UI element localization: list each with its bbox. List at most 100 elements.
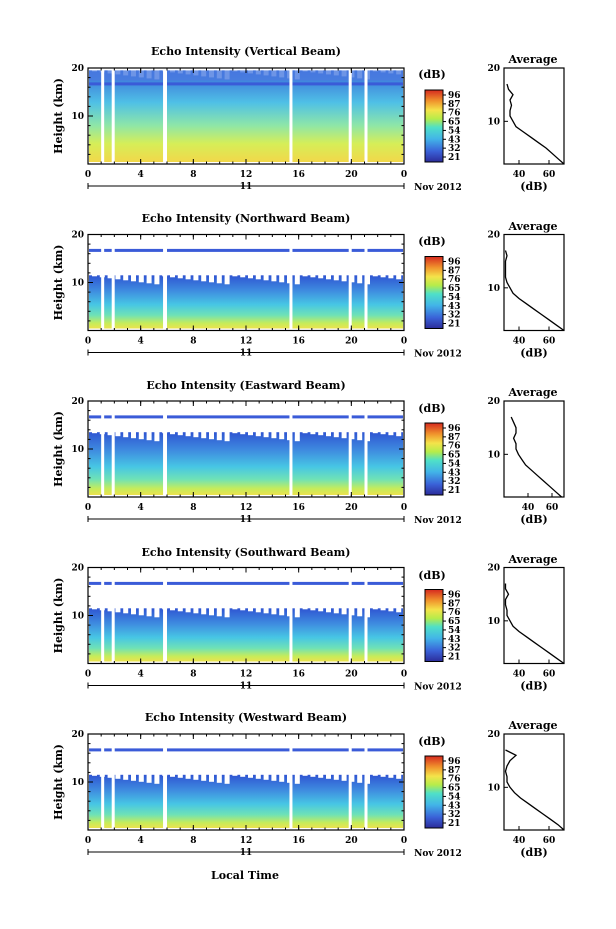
echo-top-edge xyxy=(271,607,277,615)
avg-x-label: (dB) xyxy=(520,180,547,193)
echo-top-edge xyxy=(349,431,355,440)
echo-top-edge xyxy=(333,274,339,281)
echo-top-edge xyxy=(380,607,386,611)
echo-top-edge xyxy=(177,607,183,612)
colorbar-tick-label: 21 xyxy=(448,819,461,829)
echo-top-edge xyxy=(209,431,214,440)
colorbar-unit: (dB) xyxy=(418,235,445,248)
data-gap xyxy=(111,734,115,830)
colorbar-tick-label: 65 xyxy=(448,451,461,461)
echo-top-edge xyxy=(357,773,363,783)
avg-y-tick-label: 20 xyxy=(487,397,500,407)
echo-top-edge xyxy=(271,773,277,781)
avg-x-label: (dB) xyxy=(520,846,547,859)
x-tick-label: 8 xyxy=(190,670,196,680)
echo-top-edge xyxy=(224,607,230,618)
echo-top-edge xyxy=(333,431,339,438)
data-gap xyxy=(163,567,167,664)
data-gap xyxy=(101,734,105,830)
echo-top-edge xyxy=(107,607,113,612)
y-tick-label: 20 xyxy=(71,231,84,241)
echo-top-edge xyxy=(123,773,129,780)
y-tick-label: 20 xyxy=(71,564,84,574)
colorbar-tick-label: 96 xyxy=(448,91,461,101)
echo-top-edge xyxy=(357,431,363,441)
echo-top-edge xyxy=(138,607,144,616)
y-tick-label: 10 xyxy=(71,279,84,289)
x-tick-label: 20 xyxy=(345,337,358,347)
panel-title: Echo Intensity (Westward Beam) xyxy=(145,711,347,724)
data-gap xyxy=(364,234,368,331)
day-label: 11 xyxy=(240,349,253,359)
echo-top-edge xyxy=(349,773,355,782)
beam-panel: 10 20 Height (km) 0 4 8 12 16 20 0 11 Nov 2012 96877… xyxy=(52,397,565,526)
y-tick-label: 20 xyxy=(71,64,84,74)
avg-x-tick-label: 60 xyxy=(543,170,556,180)
echo-top-edge xyxy=(279,274,285,283)
colorbar-tick-label: 76 xyxy=(448,275,461,285)
echo-top-edge xyxy=(279,773,285,782)
day-label: 11 xyxy=(240,682,253,692)
echo-top-edge xyxy=(232,773,238,776)
echo-top-edge xyxy=(240,607,246,611)
avg-x-tick-label: 40 xyxy=(513,170,526,180)
colorbar-tick-label: 43 xyxy=(448,302,461,312)
echo-top-edge xyxy=(146,773,152,783)
echo-top-edge xyxy=(310,431,316,435)
avg-x-tick-label: 60 xyxy=(543,337,556,347)
colorbar-tick-label: 96 xyxy=(448,424,461,434)
colorbar-tick-label: 43 xyxy=(448,801,461,811)
date-label: Nov 2012 xyxy=(414,350,462,360)
data-gap xyxy=(289,401,293,497)
data-gap xyxy=(163,734,167,830)
echo-top-edge xyxy=(138,274,144,283)
echo-top-edge xyxy=(341,431,347,439)
data-gap xyxy=(163,234,167,331)
x-tick-label: 4 xyxy=(138,670,144,680)
x-tick-label: 8 xyxy=(190,836,196,846)
echo-top-edge xyxy=(209,773,214,782)
echo-top-edge xyxy=(248,431,253,436)
panel-title: Echo Intensity (Northward Beam) xyxy=(142,212,351,225)
avg-title: Average xyxy=(507,386,557,399)
average-profile-line xyxy=(510,416,563,498)
echo-top-edge xyxy=(302,773,308,776)
colorbar xyxy=(424,755,444,829)
echo-top-edge xyxy=(131,607,136,615)
echo-top-edge xyxy=(232,607,238,610)
echo-top-edge xyxy=(279,431,285,440)
avg-y-tick-label: 10 xyxy=(487,284,500,294)
echo-top-edge xyxy=(302,431,308,434)
colorbar-tick-label: 32 xyxy=(448,311,461,321)
echo-top-edge xyxy=(107,773,113,778)
data-gap xyxy=(364,401,368,497)
echo-top-edge xyxy=(240,431,246,435)
echo-top-edge xyxy=(193,274,199,281)
echo-top-edge xyxy=(255,773,261,779)
average-frame xyxy=(503,733,565,831)
avg-title: Average xyxy=(507,719,557,732)
colorbar-unit: (dB) xyxy=(418,402,445,415)
data-gap xyxy=(101,567,105,664)
date-label: Nov 2012 xyxy=(414,183,462,193)
colorbar-tick-label: 65 xyxy=(448,118,461,128)
echo-top-edge xyxy=(357,607,363,617)
colorbar-tick-label: 96 xyxy=(448,591,461,601)
x-tick-label: 0 xyxy=(85,170,91,180)
echo-top-edge xyxy=(216,607,222,617)
echo-top-edge xyxy=(248,607,253,612)
echo-top-edge xyxy=(380,431,386,435)
colorbar-tick-label: 32 xyxy=(448,477,461,487)
day-label: 11 xyxy=(240,515,253,525)
x-tick-label: 12 xyxy=(240,337,253,347)
avg-title: Average xyxy=(507,553,557,566)
colorbar-tick-label: 76 xyxy=(448,608,461,618)
echo-top-edge xyxy=(333,773,339,780)
echo-top-edge xyxy=(388,431,394,436)
colorbar-tick-label: 76 xyxy=(448,109,461,119)
x-tick-label: 4 xyxy=(138,337,144,347)
colorbar xyxy=(424,256,444,329)
x-tick-label: 16 xyxy=(292,670,305,680)
x-axis-label: Local Time xyxy=(211,869,279,882)
avg-x-tick-label: 60 xyxy=(546,503,559,513)
